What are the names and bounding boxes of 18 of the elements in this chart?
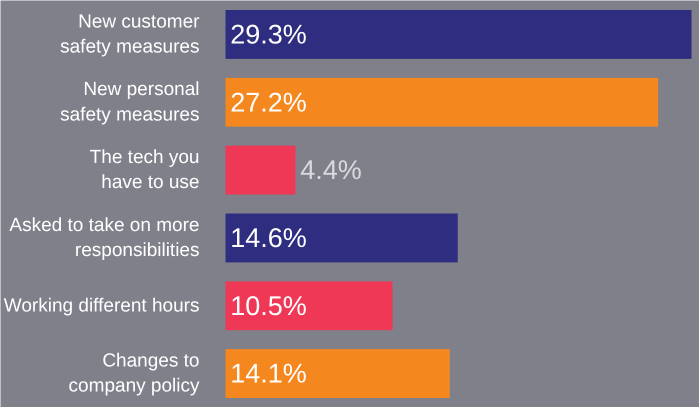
y-tick-label: New personal safety measures xyxy=(60,79,200,126)
data-label: 10.5% xyxy=(230,290,307,321)
bar xyxy=(226,10,692,59)
y-tick-label: New customer safety measures xyxy=(60,11,200,58)
y-tick-label: Changes to company policy xyxy=(68,350,200,397)
bar xyxy=(226,349,450,398)
data-label: 14.6% xyxy=(230,222,307,253)
bar xyxy=(226,213,458,262)
y-tick-label: Asked to take on more responsibilities xyxy=(9,214,200,262)
data-label: 29.3% xyxy=(230,19,307,50)
y-tick-label: Working different hours xyxy=(4,295,200,316)
bar xyxy=(226,78,658,127)
data-label: 4.4% xyxy=(300,155,362,186)
data-label: 14.1% xyxy=(230,358,307,389)
y-tick-label: The tech you have to use xyxy=(90,146,200,194)
data-label: 27.2% xyxy=(230,87,307,118)
bar xyxy=(226,146,296,195)
bar xyxy=(226,281,393,330)
